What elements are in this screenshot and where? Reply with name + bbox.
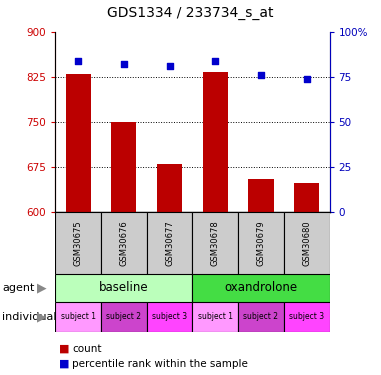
Bar: [192, 302, 238, 332]
Text: ■: ■: [59, 359, 70, 369]
Bar: [192, 212, 238, 274]
Text: GSM30675: GSM30675: [74, 220, 83, 266]
Text: GSM30679: GSM30679: [256, 220, 266, 266]
Bar: [147, 302, 192, 332]
Text: baseline: baseline: [99, 281, 149, 294]
Text: ■: ■: [59, 344, 70, 354]
Point: [304, 76, 310, 82]
Bar: [55, 274, 192, 302]
Text: ▶: ▶: [37, 281, 47, 294]
Bar: [238, 212, 284, 274]
Point: [258, 72, 264, 78]
Bar: [101, 302, 147, 332]
Bar: [284, 212, 330, 274]
Bar: [294, 183, 319, 212]
Bar: [238, 302, 284, 332]
Point: [75, 58, 81, 64]
Text: count: count: [72, 344, 102, 354]
Text: subject 2: subject 2: [243, 312, 279, 321]
Text: GSM30678: GSM30678: [211, 220, 220, 266]
Text: GSM30677: GSM30677: [165, 220, 174, 266]
Text: ▶: ▶: [37, 310, 47, 323]
Point: [121, 61, 127, 67]
Text: percentile rank within the sample: percentile rank within the sample: [72, 359, 248, 369]
Bar: [147, 212, 192, 274]
Point: [212, 58, 218, 64]
Text: agent: agent: [2, 283, 34, 293]
Text: subject 3: subject 3: [152, 312, 187, 321]
Text: subject 3: subject 3: [289, 312, 324, 321]
Text: oxandrolone: oxandrolone: [224, 281, 298, 294]
Text: GDS1334 / 233734_s_at: GDS1334 / 233734_s_at: [107, 6, 274, 20]
Bar: [203, 72, 228, 212]
Bar: [55, 212, 101, 274]
Point: [166, 63, 173, 69]
Bar: [55, 302, 101, 332]
Bar: [192, 274, 330, 302]
Bar: [157, 164, 182, 212]
Bar: [101, 212, 147, 274]
Bar: [111, 122, 136, 212]
Text: GSM30680: GSM30680: [302, 220, 311, 266]
Bar: [248, 179, 274, 212]
Text: subject 2: subject 2: [106, 312, 141, 321]
Bar: [284, 302, 330, 332]
Bar: [66, 74, 91, 212]
Text: GSM30676: GSM30676: [119, 220, 128, 266]
Text: subject 1: subject 1: [198, 312, 233, 321]
Text: subject 1: subject 1: [61, 312, 96, 321]
Text: individual: individual: [2, 312, 56, 322]
